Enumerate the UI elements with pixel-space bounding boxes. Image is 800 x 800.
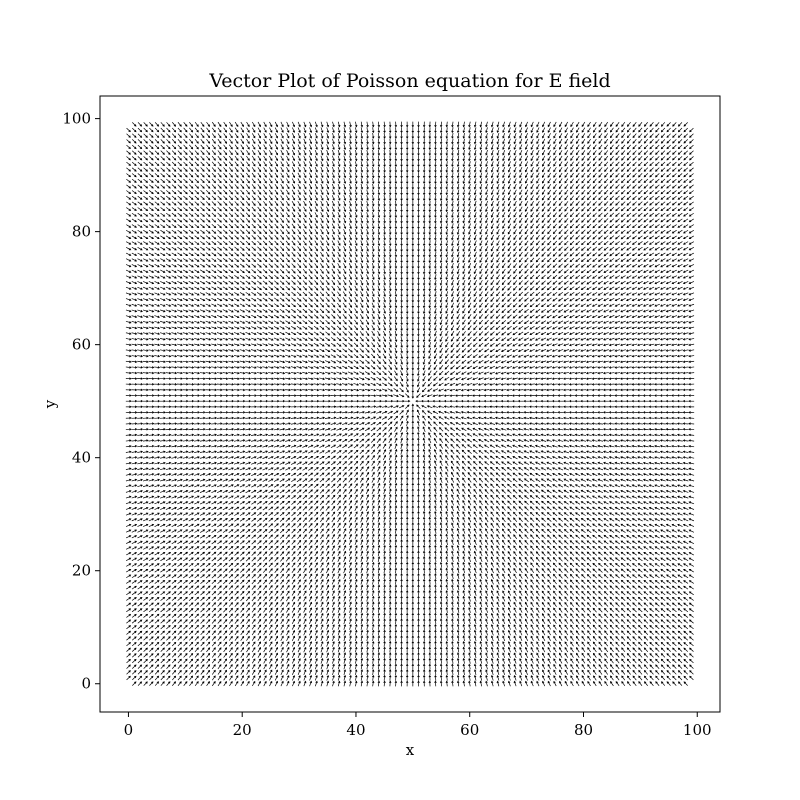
y-tick-label: 20 <box>72 562 91 580</box>
y-tick-label: 40 <box>72 449 91 467</box>
x-tick-label: 60 <box>460 721 479 739</box>
x-tick-label: 40 <box>346 721 365 739</box>
x-tick-label: 100 <box>683 721 712 739</box>
x-tick-label: 0 <box>124 721 134 739</box>
x-axis-ticks: 0 20 40 60 80 100 <box>124 712 712 739</box>
x-axis-label: x <box>406 741 415 759</box>
y-tick-label: 0 <box>81 675 91 693</box>
y-tick-label: 100 <box>62 110 91 128</box>
y-tick-label: 60 <box>72 336 91 354</box>
vector-arrows <box>125 121 695 687</box>
x-tick-label: 20 <box>233 721 252 739</box>
chart-title: Vector Plot of Poisson equation for E fi… <box>208 70 610 92</box>
y-tick-label: 80 <box>72 223 91 241</box>
y-axis-label: y <box>41 399 59 409</box>
x-tick-label: 80 <box>574 721 593 739</box>
axes-frame <box>99 95 721 713</box>
field-arrows-path <box>125 121 695 687</box>
y-axis-ticks: 0 20 40 60 80 100 <box>62 110 100 693</box>
